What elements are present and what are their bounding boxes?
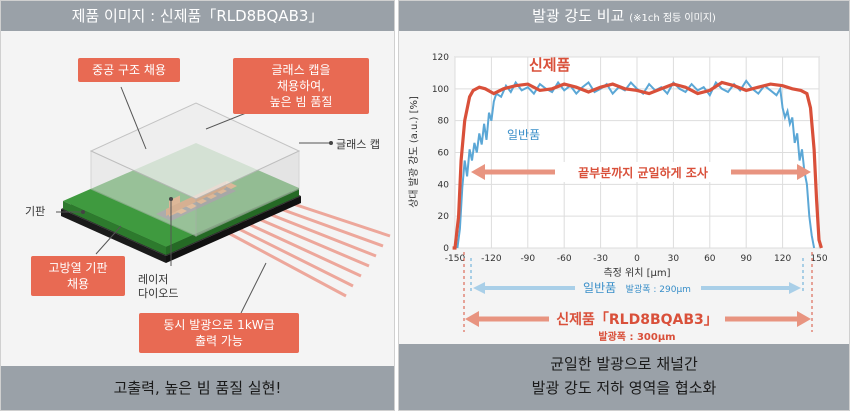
callout-simul-line1: 동시 발광으로 1kW급 [163,318,275,332]
y-tick-label: 100 [432,85,449,95]
y-tick-label: 60 [438,149,450,159]
x-axis-label: 측정 위치 [μm] [603,266,670,279]
product-illustration [56,86,391,314]
intensity-chart: 0 20 40 60 80 100 120 -150 -120 -90 -60 -30 0 30 60 90… [408,53,828,343]
comparison-title-note: (※1ch 점등 이미지) [629,13,716,24]
label-laser-line2: 다이오드 [138,287,179,300]
product-footer: 고출력, 높은 빔 품질 실현! [1,366,394,410]
std-width-name: 일반품 [583,281,616,295]
intensity-comparison-panel: 발광 강도 비교 (※1ch 점등 이미지) 0 20 40 60 80 100 120 -… [398,0,850,411]
label-glass-cap: 글래스 캡 [336,138,380,151]
std-width-value: 발광폭 : 290μm [626,283,691,295]
footer-line2: 발광 강도 저하 영역을 협소화 [531,379,717,397]
label-substrate: 기판 [25,205,46,218]
x-tick-label: -90 [520,254,535,264]
comparison-footer: 균일한 발광으로 채널간 발광 강도 저하 영역을 협소화 [399,344,849,410]
y-axis-label: 상대 발광 강도 (a.u.) [%] [408,96,420,208]
callout-heat-substrate: 고방열 기판 채용 [31,256,125,296]
glass-cap [89,102,301,237]
callout-simultaneous-1kw: 동시 발광으로 1kW급 출력 가능 [139,313,299,353]
x-tick-label: -120 [481,254,502,264]
new-width-name: 신제품「RLD8BQAB3」 [556,311,718,328]
y-tick-label: 20 [438,212,450,222]
legend-new: 신제품 [529,56,571,74]
label-laser-diode: 레이저 다이오드 [138,273,178,301]
series-line-new [452,80,823,250]
product-image-title: 제품 이미지 : 신제품「RLD8BQAB3」 [1,1,394,31]
comparison-title: 발광 강도 비교 (※1ch 점등 이미지) [399,1,849,31]
y-tick-label: 0 [443,244,449,254]
x-tick-label: 120 [774,254,791,264]
callout-hollow-structure: 중공 구조 채용 [78,58,180,82]
x-tick-label: 30 [668,254,680,264]
product-image-panel: 제품 이미지 : 신제품「RLD8BQAB3」 [0,0,395,411]
y-tick-label: 80 [438,117,450,127]
x-tick-label: -30 [593,254,608,264]
callout-glass-cap-quality: 글래스 캡을 채용하여, 높은 빔 품질 [233,58,369,114]
comparison-title-text: 발광 강도 비교 [532,7,625,25]
y-tick-label: 120 [432,53,449,63]
footer-line1: 균일한 발광으로 채널간 [550,355,698,373]
legend-standard: 일반품 [507,128,540,142]
svg-text:일반품 발광폭 : 290μm: 일반품 발광폭 : 290μm [583,281,691,295]
callout-heat-line1: 고방열 기판 [48,261,108,275]
x-tick-label: -60 [557,254,572,264]
new-width-value: 발광폭 : 300μm [598,330,675,343]
x-tick-label: 0 [634,254,640,264]
uniform-arrow: 끝부분까지 균일하게 조사 [471,162,811,182]
y-tick-label: 40 [438,180,450,190]
callout-simul-line2: 출력 가능 [195,334,243,348]
callout-glass-line1: 글래스 캡을 [271,63,331,77]
x-tick-label: 60 [704,254,716,264]
callout-glass-line2: 채용하여, [277,79,325,93]
callout-heat-line2: 채용 [66,277,90,291]
label-laser-line1: 레이저 [138,273,169,286]
width-comparison: 일반품 발광폭 : 290μm 신제품「RLD8BQAB3」 발광폭 : 300… [463,252,813,343]
x-tick-label: 90 [740,254,752,264]
callout-glass-line3: 높은 빔 품질 [269,95,333,109]
x-tick-label: -150 [445,254,466,264]
series-line-standard [456,79,816,249]
uniform-label: 끝부분까지 균일하게 조사 [578,165,708,180]
x-tick-label: 150 [810,254,827,264]
